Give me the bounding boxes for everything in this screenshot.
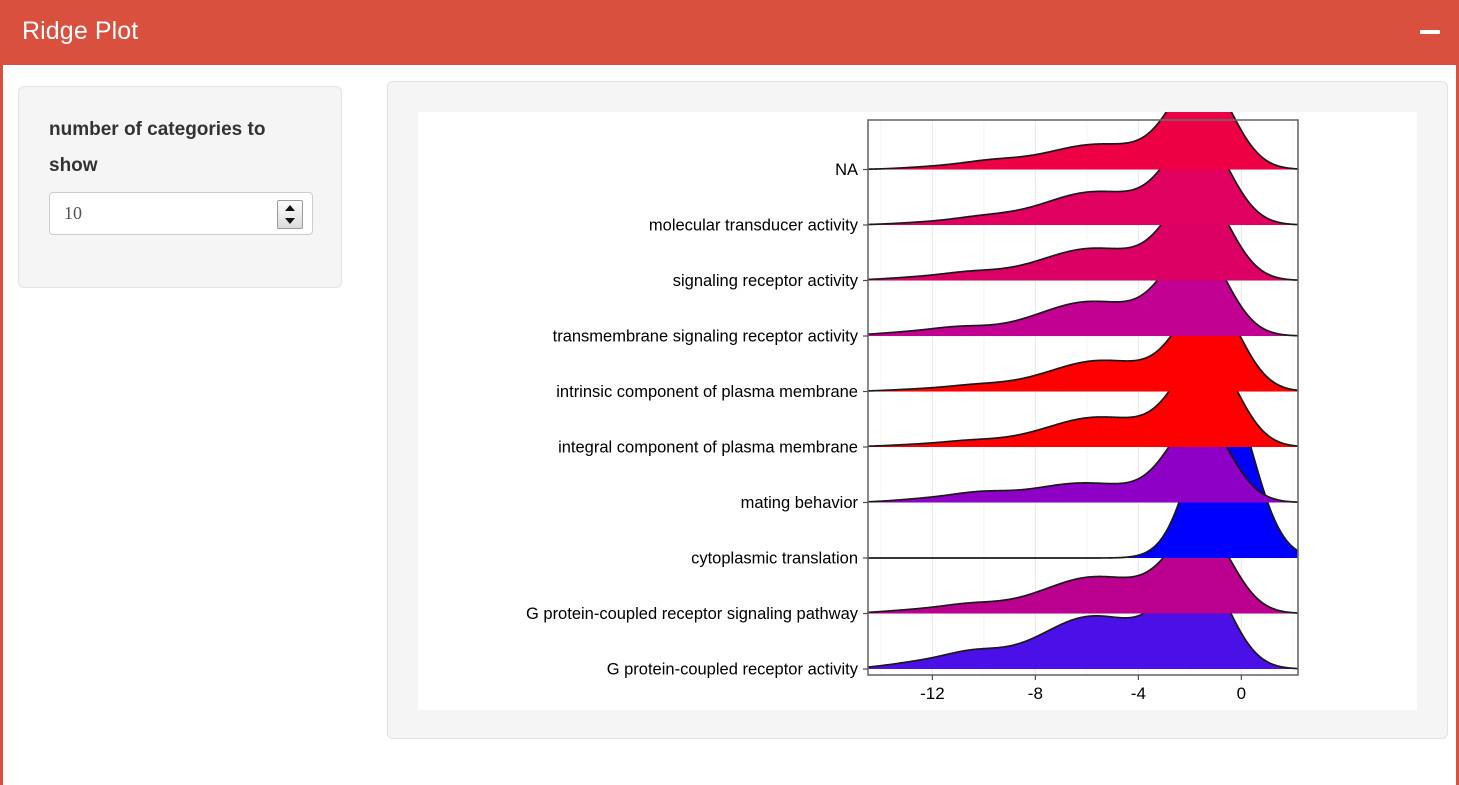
y-axis-label: mating behavior bbox=[741, 494, 859, 512]
x-axis-label: -12 bbox=[920, 684, 945, 703]
sidebar-panel: number of categories to show 10 bbox=[18, 86, 342, 288]
y-axis-label: transmembrane signaling receptor activit… bbox=[553, 328, 859, 346]
y-axis-label: signaling receptor activity bbox=[673, 272, 859, 290]
y-axis-label: NA bbox=[835, 161, 858, 179]
ridge-plot-canvas: NA molecular transducer activity signaling… bbox=[418, 112, 1417, 710]
y-axis-label: integral component of plasma membrane bbox=[558, 439, 858, 457]
chevron-up-icon[interactable] bbox=[285, 205, 295, 211]
ridge-fill bbox=[868, 112, 1298, 170]
x-axis: -12 -8 -4 0 bbox=[920, 675, 1246, 703]
quantity-stepper[interactable] bbox=[277, 200, 303, 229]
minimize-button[interactable] bbox=[1414, 16, 1446, 48]
chevron-down-icon[interactable] bbox=[285, 218, 295, 224]
x-axis-label: 0 bbox=[1237, 684, 1246, 703]
ridge-group bbox=[867, 112, 1299, 670]
ridge-plot-svg: NA molecular transducer activity signaling… bbox=[526, 112, 1299, 703]
numeric-input-label: number of categories to show bbox=[49, 119, 266, 176]
y-axis-label: molecular transducer activity bbox=[649, 217, 859, 235]
y-axis-label: G protein-coupled receptor activity bbox=[607, 661, 859, 679]
x-axis-label: -8 bbox=[1028, 684, 1043, 703]
window-titlebar: Ridge Plot bbox=[3, 0, 1459, 65]
y-axis-label: cytoplasmic translation bbox=[691, 550, 858, 568]
y-axis: NA molecular transducer activity signaling… bbox=[526, 161, 868, 679]
y-axis-label: G protein-coupled receptor signaling pat… bbox=[526, 605, 859, 623]
x-axis-label: -4 bbox=[1131, 684, 1146, 703]
plot-panel: NA molecular transducer activity signaling… bbox=[387, 81, 1448, 739]
numeric-input-value: 10 bbox=[64, 203, 82, 223]
ridge-outline bbox=[867, 112, 1299, 171]
ridge-fill bbox=[868, 387, 1298, 558]
ridge-outline bbox=[867, 241, 1299, 337]
number-of-categories-input[interactable]: 10 bbox=[49, 192, 313, 235]
page-title: Ridge Plot bbox=[22, 17, 139, 45]
minimize-icon bbox=[1420, 30, 1440, 34]
y-axis-label: intrinsic component of plasma membrane bbox=[556, 383, 858, 401]
ridge-series bbox=[867, 112, 1299, 171]
panel-border bbox=[867, 119, 1299, 676]
